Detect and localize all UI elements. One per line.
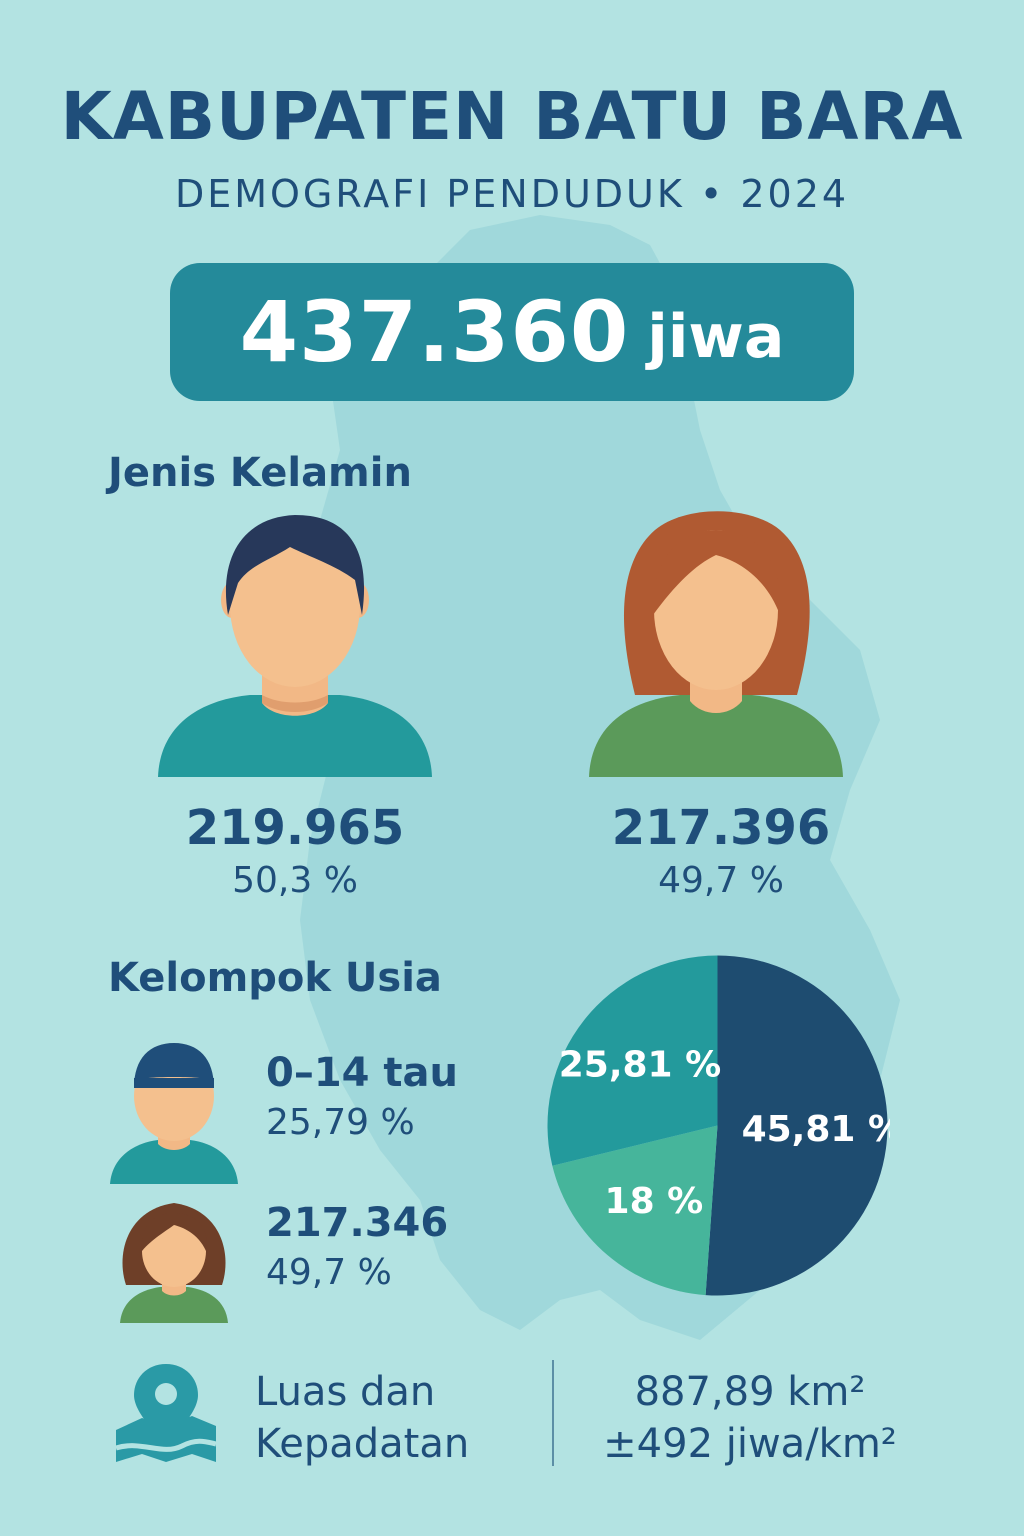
male-percent: 50,3 % [232,860,358,901]
density-value: ±492 jiwa/km² [603,1421,897,1467]
page-subtitle: DEMOGRAFI PENDUDUK • 2024 [174,172,850,216]
male-count: 219.965 [185,800,405,856]
gender-section-title: Jenis Kelamin [108,450,412,496]
age-group-2-label: 217.346 [266,1200,449,1246]
map-pin-icon [115,1364,217,1462]
female-avatar-icon [589,511,843,777]
female-percent: 49,7 % [658,860,784,901]
age-group-2-percent: 49,7 % [266,1252,392,1293]
age-pie-chart: 45,81 % 18 % 25,81 % [547,955,890,1296]
age-group-1-percent: 25,79 % [266,1102,415,1143]
area-divider [552,1360,554,1466]
pie-slice-1 [705,955,888,1296]
area-label-line1: Luas dan [255,1369,436,1415]
pie-label-3: 25,81 % [559,1045,721,1086]
total-population-number: 437.360 [239,283,630,381]
page-title: KABUPATEN BATU BARA [60,78,964,155]
area-value: 887,89 km² [634,1369,866,1415]
male-avatar-icon [158,515,432,777]
pie-slice-3 [547,955,718,1166]
pie-slice-2 [552,1125,718,1296]
child-male-icon [110,1043,238,1184]
area-label-line2: Kepadatan [255,1421,470,1467]
age-section-title: Kelompok Usia [108,955,442,1001]
female-count: 217.396 [611,800,831,856]
pie-label-2: 18 % [605,1181,704,1222]
child-female-icon [120,1203,228,1323]
total-population-unit: jiwa [647,302,785,372]
age-group-1-label: 0–14 tau [266,1050,459,1096]
total-population-box: 437.360 jiwa [170,263,854,401]
pie-label-1: 45,81 % [742,1109,890,1150]
